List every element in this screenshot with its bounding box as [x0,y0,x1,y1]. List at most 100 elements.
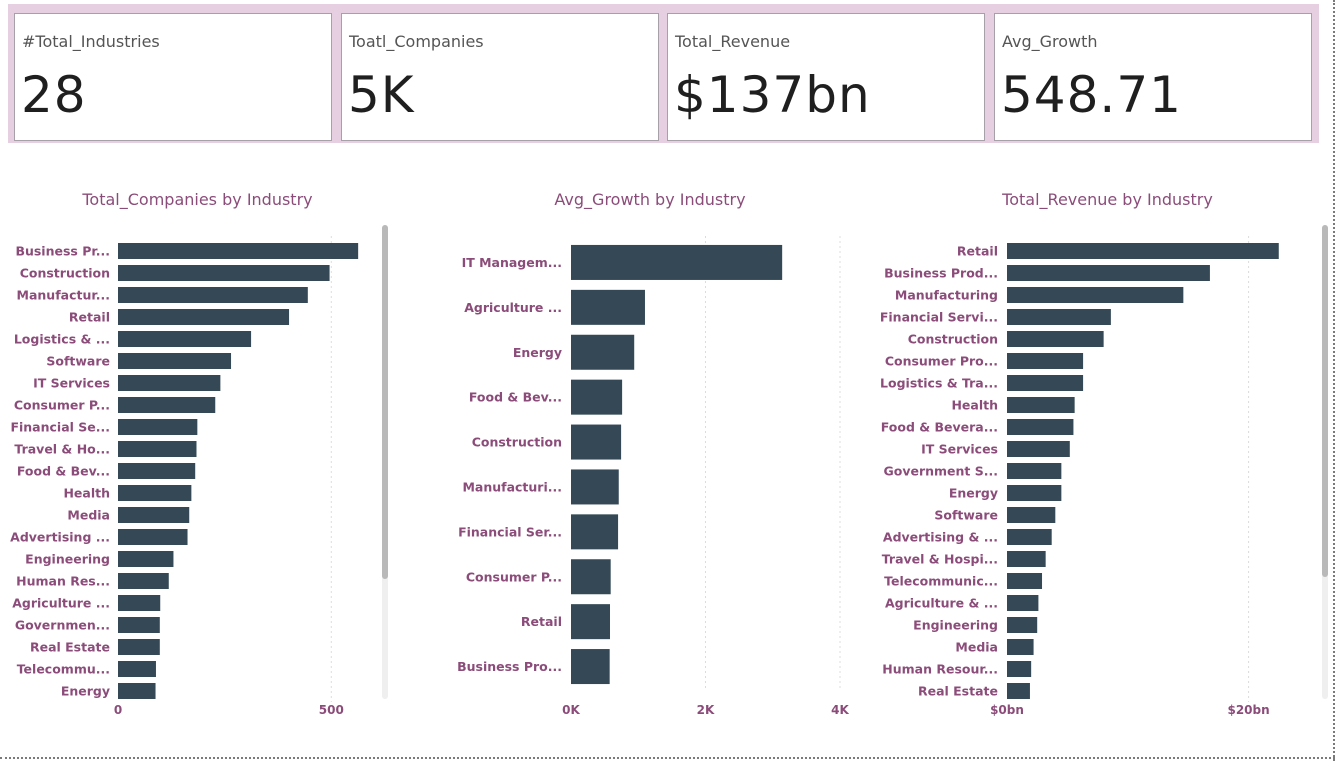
bar[interactable] [1007,419,1074,435]
kpi-card-avg-growth[interactable]: Avg_Growth 548.71 [994,13,1312,141]
bar[interactable] [118,265,330,281]
bar[interactable] [1007,661,1032,677]
category-label: Logistics & Tra... [880,376,998,391]
bar[interactable] [118,485,192,501]
category-label: Engineering [25,552,110,567]
category-label: Health [63,486,110,501]
bar[interactable] [118,309,290,325]
category-label: Financial Servi... [880,310,998,325]
bar[interactable] [118,353,232,369]
category-label: Software [46,354,110,369]
category-label: Food & Bev... [469,390,562,405]
bar[interactable] [118,331,252,347]
bar[interactable] [1007,507,1056,523]
bar[interactable] [571,649,610,685]
kpi-card-total-companies[interactable]: Toatl_Companies 5K [341,13,659,141]
bar[interactable] [118,617,160,633]
category-label: Advertising ... [10,530,110,545]
category-label: Travel & Hospi... [882,552,998,567]
scrollbar-thumb[interactable] [382,225,388,579]
bar[interactable] [1007,573,1043,589]
bar[interactable] [1007,243,1279,259]
bar[interactable] [118,529,188,545]
bar[interactable] [1007,463,1062,479]
kpi-band: #Total_Industries 28 Toatl_Companies 5K … [8,4,1319,143]
x-tick-label: 0K [562,703,580,717]
bar[interactable] [1007,441,1070,457]
bar[interactable] [1007,265,1210,281]
bar[interactable] [1007,309,1111,325]
bar[interactable] [571,244,783,280]
category-label: Energy [949,486,998,501]
bar[interactable] [1007,331,1104,347]
category-label: Manufactur... [17,288,110,303]
bar[interactable] [571,334,635,370]
category-label: Consumer Pro... [885,354,998,369]
category-label: Governmen... [15,618,110,633]
bar[interactable] [118,463,196,479]
bar[interactable] [571,424,622,460]
kpi-card-total-revenue[interactable]: Total_Revenue $137bn [667,13,985,141]
bar[interactable] [118,551,174,567]
kpi-value: $137bn [674,66,871,124]
x-tick-label: $20bn [1227,703,1269,717]
bar[interactable] [118,683,156,699]
category-label: Construction [908,332,998,347]
bar[interactable] [571,379,623,415]
kpi-value: 5K [348,66,415,124]
bar[interactable] [1007,397,1075,413]
category-label: Construction [20,266,110,281]
category-label: Real Estate [30,640,110,655]
bar[interactable] [118,375,221,391]
kpi-label: Avg_Growth [1002,32,1098,51]
kpi-card-total-industries[interactable]: #Total_Industries 28 [14,13,332,141]
bar[interactable] [1007,617,1038,633]
category-label: Business Pro... [457,659,562,674]
bar[interactable] [118,397,216,413]
bar[interactable] [118,441,197,457]
bar[interactable] [1007,595,1039,611]
bar[interactable] [1007,353,1084,369]
chart-total-companies-by-industry[interactable]: Total_Companies by Industry 0 500 Business… [0,180,395,740]
bar[interactable] [571,469,619,505]
bar[interactable] [118,243,359,259]
bar[interactable] [571,559,611,595]
category-label: Engineering [913,618,998,633]
bar[interactable] [118,573,169,589]
bar[interactable] [1007,551,1046,567]
bar[interactable] [571,289,645,325]
bar[interactable] [118,639,160,655]
bar[interactable] [1007,485,1062,501]
scrollbar-thumb[interactable] [1322,225,1328,577]
category-label: Telecommu... [17,662,110,677]
bar[interactable] [118,661,156,677]
chart-total-revenue-by-industry[interactable]: Total_Revenue by Industry $0bn $20bn Retai… [880,180,1335,740]
bar[interactable] [118,419,198,435]
bar[interactable] [1007,683,1030,699]
category-label: Advertising & ... [883,530,998,545]
bar[interactable] [1007,375,1084,391]
category-label: Media [955,640,998,655]
bar[interactable] [118,507,190,523]
category-label: Energy [61,684,110,699]
kpi-value: 28 [21,66,87,124]
bar[interactable] [1007,529,1052,545]
bar[interactable] [118,595,161,611]
category-label: Retail [957,244,998,259]
category-label: Business Prod... [884,266,998,281]
category-label: Manufacturing [895,288,998,303]
category-label: Agriculture ... [464,300,562,315]
bar[interactable] [571,514,619,550]
bar[interactable] [1007,287,1184,303]
bar[interactable] [571,604,611,640]
category-label: IT Services [33,376,110,391]
category-label: Retail [521,614,562,629]
bar[interactable] [118,287,308,303]
x-tick-label: 2K [697,703,715,717]
chart-avg-growth-by-industry[interactable]: Avg_Growth by Industry 0K 2K 4K IT Managem.… [410,180,890,740]
category-label: Food & Bev... [17,464,110,479]
category-label: Energy [513,345,562,360]
category-label: IT Managem... [462,255,562,270]
bar[interactable] [1007,639,1034,655]
chart-title: Total_Companies by Industry [82,190,313,209]
